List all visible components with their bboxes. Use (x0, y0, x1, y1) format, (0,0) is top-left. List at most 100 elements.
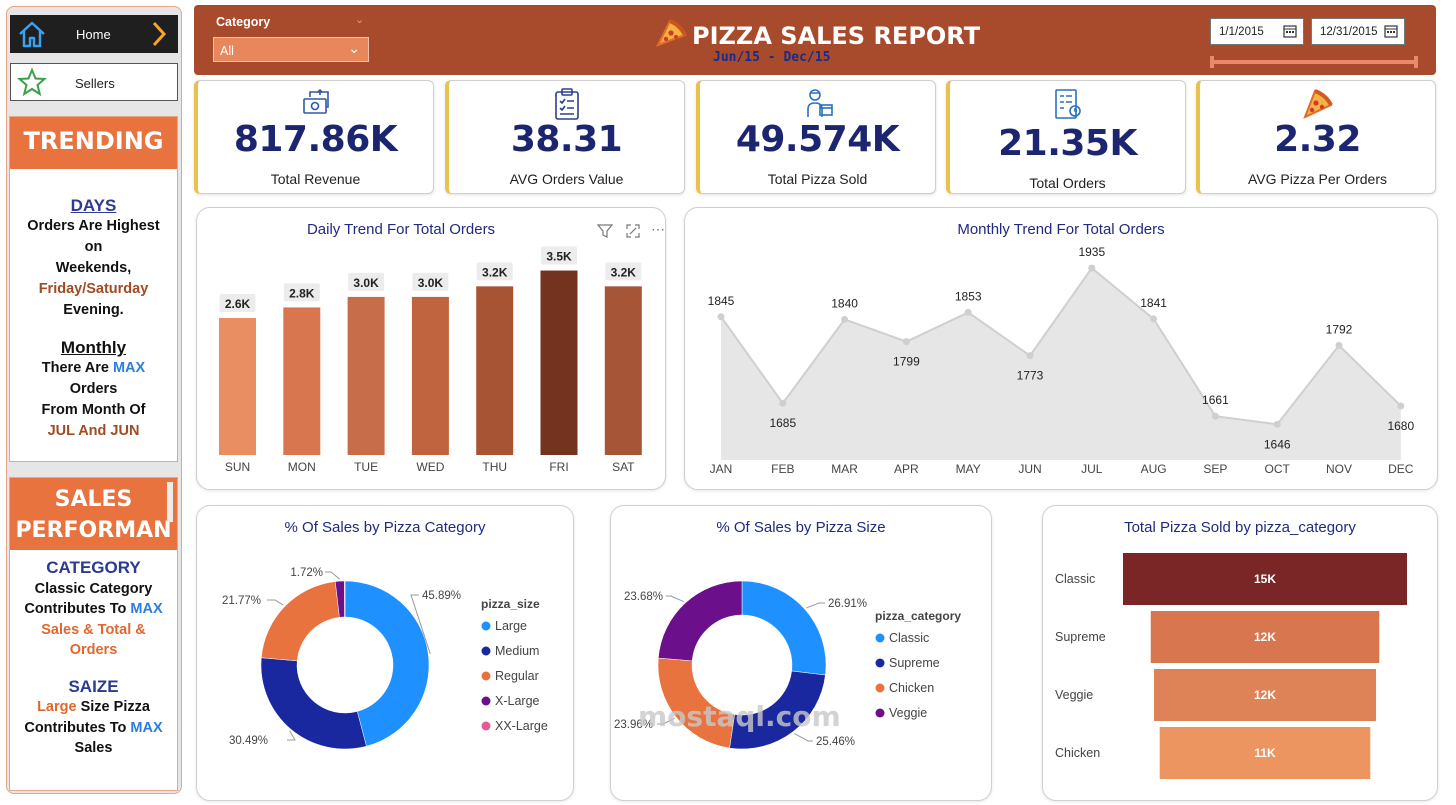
category-filter-select[interactable]: All ⌄ (213, 37, 369, 62)
chevron-right-icon (150, 20, 168, 53)
data-label: 3.0K (353, 276, 379, 290)
date-range-slider[interactable] (1210, 56, 1418, 68)
data-label: 23.96% (614, 719, 653, 731)
date-from-input[interactable]: 1/1/2015 (1210, 18, 1304, 45)
x-tick-label: MON (288, 460, 316, 474)
kpi-card-avg-orders-value: 38.31 AVG Orders Value (445, 80, 685, 194)
legend-title: pizza_size (481, 597, 540, 611)
size-max: MAX (130, 719, 163, 736)
data-label: 1661 (1202, 393, 1229, 407)
data-point (717, 313, 725, 321)
legend-marker (875, 708, 885, 718)
data-point (779, 399, 787, 407)
size-heading: SAIZE (68, 676, 119, 696)
x-tick-label: WED (416, 460, 444, 474)
series-line (720, 266, 1402, 426)
days-heading: DAYS (70, 196, 117, 215)
bar (283, 307, 321, 455)
x-tick-label: MAR (831, 462, 858, 476)
x-tick-label: MAY (956, 462, 981, 476)
focus-mode-icon[interactable] (625, 223, 641, 244)
kpi-card-total-orders: 21.35K Total Orders (946, 80, 1186, 194)
page-title-wrap: PIZZA SALES REPORT (654, 17, 980, 55)
data-label: 1840 (831, 296, 858, 310)
data-label: 1841 (1140, 296, 1167, 310)
data-label: 1799 (893, 355, 920, 369)
data-point (1335, 341, 1343, 349)
legend-label: X-Large (495, 694, 540, 708)
leader-line (267, 599, 284, 606)
legend-label: Large (495, 619, 527, 633)
category-label: Classic (1055, 572, 1095, 586)
legend-title: pizza_category (875, 609, 961, 623)
legend-label: Medium (495, 644, 539, 658)
monthly-pre: There Are (41, 360, 109, 376)
bar (347, 296, 385, 455)
data-label: 1773 (1017, 369, 1044, 383)
monthly-line-2: Orders (69, 381, 118, 397)
kpi-value: 2.32 (1274, 119, 1361, 160)
data-point (902, 338, 910, 346)
trending-title: TRENDING (10, 117, 177, 169)
chevron-down-icon[interactable]: ⌄ (355, 14, 365, 26)
monthly-highlight: JUL And JUN (47, 423, 140, 439)
x-tick-label: JUN (1018, 462, 1041, 476)
monthly-max: MAX (112, 360, 146, 376)
more-options-icon[interactable]: ⋯ (651, 221, 665, 237)
sales-by-category-chart: 45.89% 30.49% 21.77% 1.72% pizza_size Large Me… (222, 567, 548, 750)
x-tick-label: SEP (1203, 462, 1227, 476)
delivery-icon (801, 87, 835, 126)
nav-home-button[interactable]: Home (10, 15, 178, 53)
kpi-card-total-revenue: 817.86K Total Revenue (194, 80, 434, 194)
daily-trend-panel: Daily Trend For Total Orders ⋯ 2.6K SUN 2.… (196, 207, 666, 490)
legend-label: Regular (495, 669, 539, 683)
date-to-input[interactable]: 12/31/2015 (1311, 18, 1405, 45)
date-slider-end-handle[interactable] (1414, 56, 1418, 68)
kpi-label: Total Pizza Sold (767, 171, 868, 187)
donut-slice (344, 580, 430, 747)
scrollbar-thumb[interactable] (167, 482, 173, 522)
filter-icon[interactable] (596, 223, 614, 244)
data-label: 25.46% (816, 736, 855, 748)
size-line-2-pre: Contributes To (24, 719, 127, 736)
data-label: 15K (1254, 572, 1276, 586)
sales-by-size-title: % Of Sales by Pizza Size (716, 519, 886, 536)
category-max: MAX (130, 601, 163, 617)
nav-sellers-button[interactable]: Sellers (10, 63, 178, 101)
kpi-label: AVG Orders Value (509, 171, 624, 187)
watermark: mostaql.com (638, 700, 841, 733)
dropdown-arrow-icon: ⌄ (348, 40, 360, 56)
donut-slice (260, 657, 367, 750)
nav-sellers-label: Sellers (75, 76, 115, 91)
data-label-bg (541, 246, 577, 265)
calendar-icon[interactable] (1384, 24, 1398, 41)
data-label: 2.8K (289, 286, 315, 300)
leader-line (666, 595, 684, 603)
x-tick-label: NOV (1326, 462, 1352, 476)
report-header: Category ⌄ All ⌄ PIZZA SALES REPORT Jun/… (194, 5, 1436, 75)
kpi-value: 21.35K (998, 123, 1137, 164)
data-label: 1685 (769, 416, 796, 430)
data-label: 1853 (955, 289, 982, 303)
leader-line (325, 571, 340, 580)
pizza-slice-icon (654, 17, 688, 55)
home-icon (16, 19, 48, 54)
kpi-value: 817.86K (233, 119, 398, 160)
date-slider-start-handle[interactable] (1210, 56, 1214, 68)
kpi-label: Total Revenue (270, 171, 361, 187)
bar (604, 286, 642, 455)
bar (411, 296, 449, 455)
area-fill (721, 268, 1401, 460)
x-tick-label: THU (482, 460, 507, 474)
data-label: 1845 (708, 294, 735, 308)
calendar-icon[interactable] (1283, 24, 1297, 41)
x-tick-label: FEB (771, 462, 794, 476)
data-label: 3.0K (418, 276, 444, 290)
data-point (1026, 352, 1034, 360)
donut-slice (261, 581, 340, 662)
legend-marker (481, 671, 491, 681)
date-from-value: 1/1/2015 (1219, 26, 1264, 38)
data-label: 23.68% (624, 591, 663, 603)
data-label: 1680 (1387, 419, 1414, 433)
leader-line (793, 732, 813, 742)
